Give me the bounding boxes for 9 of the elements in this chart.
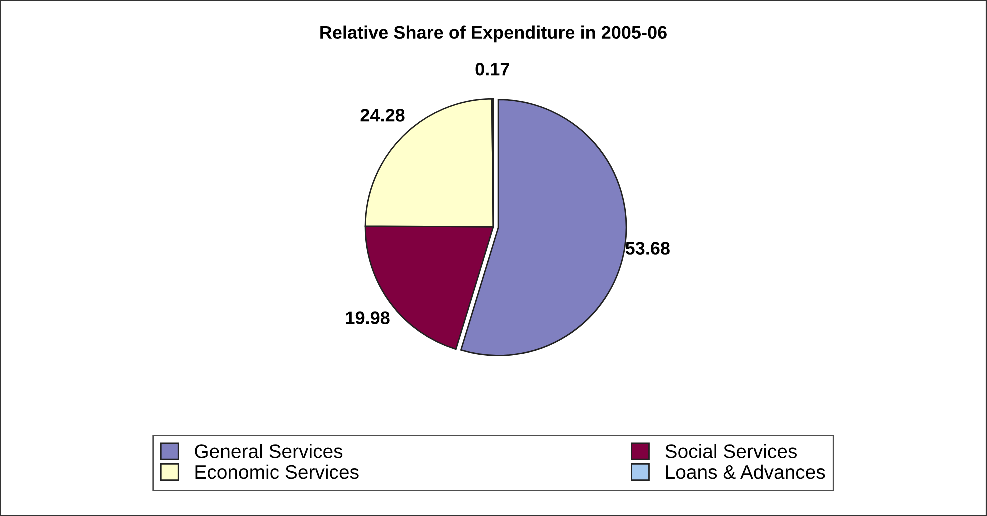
- legend-label: Loans & Advances: [666, 464, 826, 480]
- data-label: 53.68: [626, 242, 670, 255]
- data-label: 19.98: [346, 312, 390, 324]
- legend-label: General Services: [195, 444, 343, 458]
- chart-title: Relative Share of Expenditure in 2005-06: [320, 26, 667, 43]
- legend-label: Economic Services: [196, 464, 359, 480]
- data-label: 24.28: [360, 109, 405, 122]
- legend-label: Social Services: [666, 444, 798, 458]
- data-label: 0.17: [476, 62, 510, 76]
